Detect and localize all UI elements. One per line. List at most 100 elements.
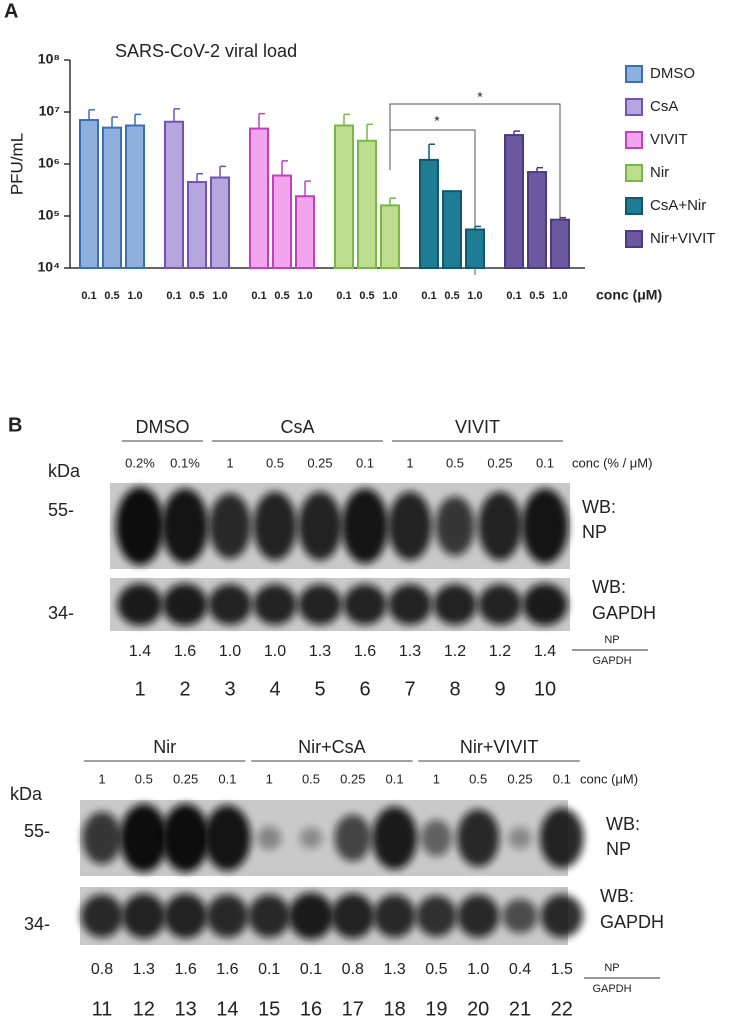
significance-star: *	[434, 113, 440, 129]
blot-band	[521, 488, 569, 564]
y-tick-label: 10⁴	[38, 259, 61, 275]
ratio-value: 1.6	[216, 961, 238, 978]
blot-band	[163, 893, 208, 939]
wb-label: WB:	[592, 577, 626, 597]
blot-band	[388, 491, 432, 561]
conc-label: 0.25	[507, 771, 532, 786]
blot-band	[121, 893, 166, 939]
legend-swatch	[625, 164, 643, 182]
conc-unit: conc (% / μM)	[572, 455, 652, 470]
conc-label: 0.2%	[125, 455, 155, 470]
lane-number: 19	[425, 998, 447, 1020]
conc-label: 0.5	[135, 771, 153, 786]
ratio-value: 1.3	[309, 643, 331, 660]
lane-number: 12	[133, 998, 155, 1020]
conc-unit: conc (μM)	[580, 771, 638, 786]
lane-number: 11	[92, 998, 113, 1020]
conc-label: 1	[406, 455, 413, 470]
legend-swatch	[625, 65, 643, 83]
bar	[442, 190, 462, 269]
x-tick-label: 1.0	[212, 290, 227, 302]
blot-band	[161, 804, 210, 872]
lane-number: 14	[216, 998, 238, 1020]
bar	[380, 204, 400, 269]
conc-label: 0.1	[386, 771, 404, 786]
conc-label: 0.1	[356, 455, 374, 470]
ratio-value: 1.6	[174, 961, 196, 978]
ratio-value: 0.5	[425, 961, 447, 978]
conc-label: 1	[226, 455, 233, 470]
conc-label: 0.25	[340, 771, 365, 786]
blot-band	[298, 491, 342, 561]
wb-label: WB:	[606, 814, 640, 834]
blot-band	[204, 805, 251, 871]
blot-band	[162, 583, 208, 626]
blot-band	[161, 488, 209, 564]
ratio-value: 1.4	[129, 643, 151, 660]
lane-number: 16	[300, 998, 322, 1020]
x-axis-label: conc (μM)	[596, 287, 662, 303]
conc-label: 0.5	[446, 455, 464, 470]
blot-band	[388, 584, 432, 625]
blot-band	[343, 584, 387, 625]
legend-swatch	[625, 230, 643, 248]
y-tick-label: 10⁷	[39, 103, 61, 119]
ratio-numerator: NP	[604, 962, 619, 974]
blot-band	[206, 894, 249, 938]
bar	[334, 124, 354, 269]
wb-label: WB:	[582, 497, 616, 517]
x-tick-label: 1.0	[467, 290, 482, 302]
blot-band	[539, 807, 584, 869]
bar	[210, 176, 230, 270]
significance-bracket	[389, 129, 476, 275]
blot-band	[248, 894, 291, 938]
ratio-value: 1.5	[551, 961, 573, 978]
blot-band	[257, 826, 282, 850]
legend-label: Nir+VIVIT	[650, 230, 715, 247]
blot-band	[373, 894, 416, 938]
blot-band	[208, 584, 252, 625]
ratio-value: 0.1	[300, 961, 322, 978]
ratio-value: 1.0	[219, 643, 241, 660]
ratio-value: 1.6	[174, 643, 196, 660]
bar	[79, 119, 99, 269]
ratio-value: 0.8	[342, 961, 364, 978]
lane-number: 20	[467, 998, 489, 1020]
x-tick-label: 0.5	[444, 290, 459, 302]
blot-band	[502, 898, 538, 934]
wb-target: NP	[606, 839, 631, 859]
blot-band	[208, 493, 252, 559]
lane-number: 9	[494, 678, 505, 700]
group-label: DMSO	[136, 417, 190, 437]
group-label: Nir+CsA	[298, 737, 366, 757]
ratio-value: 1.3	[133, 961, 155, 978]
ratio-value: 1.3	[383, 961, 405, 978]
bar	[419, 158, 439, 269]
blot-band	[433, 584, 477, 625]
significance-star: *	[477, 89, 483, 105]
blot-band	[540, 894, 583, 938]
bar	[187, 181, 207, 269]
chart-title: SARS-CoV-2 viral load	[115, 41, 297, 61]
blot-band	[457, 809, 500, 867]
lane-number: 13	[174, 998, 196, 1020]
blot-band	[508, 826, 532, 850]
bar	[357, 139, 377, 270]
blot-band	[253, 584, 297, 625]
x-tick-label: 0.1	[336, 290, 351, 302]
blot-band	[341, 488, 389, 564]
bar	[527, 171, 547, 269]
ratio-value: 1.6	[354, 643, 376, 660]
lane-number: 8	[449, 678, 460, 700]
lane-number: 5	[314, 678, 325, 700]
conc-label: 0.1	[218, 771, 236, 786]
blot-band	[457, 894, 500, 938]
lane-number: 2	[179, 678, 190, 700]
group-label: Nir+VIVIT	[460, 737, 539, 757]
legend-swatch	[625, 131, 643, 149]
lane-number: 6	[359, 678, 370, 700]
legend-label: DMSO	[650, 65, 695, 82]
marker-label: 55-	[48, 500, 74, 520]
bar	[164, 120, 184, 270]
